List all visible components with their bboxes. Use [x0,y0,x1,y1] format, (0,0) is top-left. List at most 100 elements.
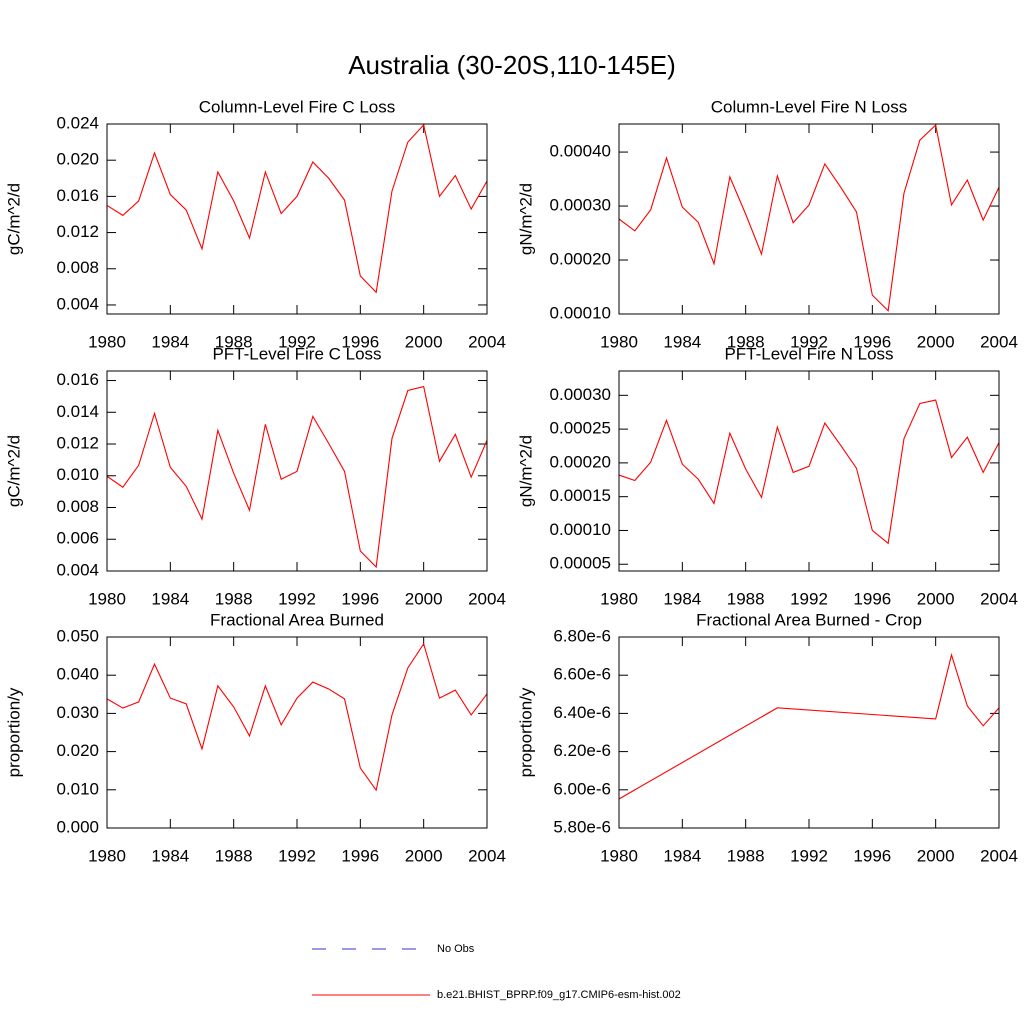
x-tick-label: 1980 [88,589,126,608]
x-tick-label: 2000 [405,332,443,351]
y-axis-label: gC/m^2/d [4,435,23,507]
y-tick-label: 0.020 [56,741,99,760]
legend-item: b.e21.BHIST_BPRP.f09_g17.CMIP6-esm-hist.… [312,989,681,1001]
y-axis-label: gN/m^2/d [516,435,535,507]
y-tick-label: 0.016 [56,370,99,389]
x-tick-label: 2000 [917,846,955,865]
y-tick-label: 0.004 [56,294,99,313]
y-axis-label: gN/m^2/d [516,183,535,255]
panel: Column-Level Fire N Loss gN/m^2/d 0.00010 0… [516,97,1017,351]
plot-frame [618,123,1000,315]
y-tick-label: 6.00e-6 [553,779,611,798]
y-tick-label: 0.014 [56,402,99,421]
plot-frame [618,636,1000,829]
x-tick-label: 1992 [790,332,828,351]
y-tick-label: 0.00040 [550,142,611,161]
x-tick-label: 1992 [278,332,316,351]
x-tick-label: 1984 [663,332,701,351]
x-tick-label: 1980 [600,332,638,351]
x-tick-label: 2000 [917,332,955,351]
x-tick-label: 1992 [790,846,828,865]
x-tick-label: 1992 [278,589,316,608]
x-tick-label: 1988 [215,589,253,608]
x-tick-label: 1988 [215,332,253,351]
x-tick-label: 1992 [278,846,316,865]
x-tick-label: 2004 [468,332,506,351]
y-tick-label: 0.00005 [550,554,611,573]
y-tick-label: 0.000 [56,817,99,836]
x-tick-label: 1996 [341,589,379,608]
y-tick-label: 0.008 [56,497,99,516]
y-tick-label: 0.006 [56,529,99,548]
legend-item: No Obs [312,943,475,955]
x-tick-label: 2004 [980,846,1018,865]
panel-title: Column-Level Fire C Loss [199,97,396,116]
x-tick-label: 1996 [853,589,891,608]
y-tick-label: 0.012 [56,434,99,453]
x-tick-label: 1980 [88,332,126,351]
x-tick-label: 1984 [151,332,189,351]
panel: Fractional Area Burned - Crop proportion/… [516,610,1017,865]
x-tick-label: 1984 [663,846,701,865]
plot-frame [106,370,488,572]
x-tick-label: 1992 [790,589,828,608]
y-tick-label: 0.00030 [550,385,611,404]
panel-title: Fractional Area Burned [210,610,384,629]
x-tick-label: 2004 [468,589,506,608]
plot-frame [106,123,488,315]
x-tick-label: 2000 [405,589,443,608]
x-tick-label: 1984 [663,589,701,608]
x-tick-label: 1980 [600,846,638,865]
y-tick-label: 0.008 [56,258,99,277]
y-tick-label: 5.80e-6 [553,817,611,836]
y-tick-label: 6.80e-6 [553,626,611,645]
x-tick-label: 1980 [88,846,126,865]
x-tick-label: 2004 [468,846,506,865]
y-tick-label: 0.00025 [550,419,611,438]
y-tick-label: 0.024 [56,113,99,132]
y-axis-label: proportion/y [4,687,23,777]
y-tick-label: 0.010 [56,779,99,798]
x-tick-label: 1988 [727,332,765,351]
data-line [106,123,488,294]
data-line [106,385,488,569]
x-tick-label: 1996 [341,846,379,865]
panel: PFT-Level Fire N Loss gN/m^2/d 0.00005 0.00… [516,344,1017,608]
x-tick-label: 1988 [215,846,253,865]
x-tick-label: 2004 [980,332,1018,351]
legend-label: b.e21.BHIST_BPRP.f09_g17.CMIP6-esm-hist.… [437,989,681,1001]
panel-title: PFT-Level Fire C Loss [212,344,381,363]
panel: Fractional Area Burned proportion/y 0.000 0… [4,610,505,865]
x-tick-label: 2004 [980,589,1018,608]
y-tick-label: 0.016 [56,186,99,205]
x-tick-label: 2000 [405,846,443,865]
x-tick-label: 2000 [917,589,955,608]
y-tick-label: 0.004 [56,560,99,579]
x-tick-label: 1984 [151,846,189,865]
panel: Column-Level Fire C Loss gC/m^2/d 0.004 0.0… [4,97,505,351]
y-tick-label: 0.00015 [550,486,611,505]
y-tick-label: 0.00010 [550,303,611,322]
x-tick-label: 1984 [151,589,189,608]
x-tick-label: 1996 [853,332,891,351]
y-tick-label: 0.00020 [550,250,611,269]
figure-title: Australia (30-20S,110-145E) [348,50,676,80]
y-tick-label: 0.012 [56,222,99,241]
data-line [618,123,1000,312]
y-axis-label: gC/m^2/d [4,183,23,255]
y-tick-label: 0.030 [56,703,99,722]
y-tick-label: 0.00030 [550,196,611,215]
y-tick-label: 0.00020 [550,452,611,471]
panel-title: Fractional Area Burned - Crop [696,610,922,629]
y-tick-label: 6.40e-6 [553,703,611,722]
x-tick-label: 1988 [727,846,765,865]
y-tick-label: 6.60e-6 [553,665,611,684]
legend-label: No Obs [437,943,475,955]
x-tick-label: 1980 [600,589,638,608]
y-tick-label: 0.040 [56,665,99,684]
x-tick-label: 1996 [853,846,891,865]
panel: PFT-Level Fire C Loss gC/m^2/d 0.004 0.006 0… [4,344,505,608]
x-tick-label: 1996 [341,332,379,351]
x-tick-label: 1988 [727,589,765,608]
y-tick-label: 6.20e-6 [553,741,611,760]
